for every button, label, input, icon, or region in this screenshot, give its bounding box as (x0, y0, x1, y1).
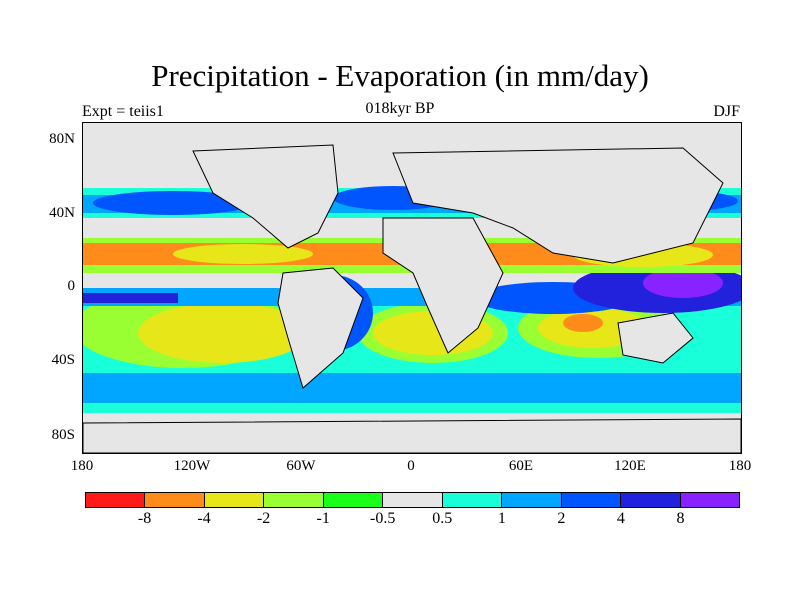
colorbar-label: -4 (197, 510, 211, 527)
colorbar-swatch (502, 493, 562, 507)
x-tick-60e: 60E (508, 458, 534, 474)
colorbar-label: -0.5 (370, 510, 396, 527)
colorbar-label: 0.5 (432, 510, 453, 527)
colorbar (85, 492, 740, 508)
colorbar-label: -2 (256, 510, 271, 527)
colorbar-swatch (86, 493, 146, 507)
map-plot (82, 122, 742, 454)
colorbar-label: 4 (616, 510, 625, 527)
y-tick-40n: 40N (49, 205, 75, 221)
colorbar-swatch (383, 493, 443, 507)
colorbar-label: 1 (497, 510, 506, 527)
colorbar-label: 8 (676, 510, 685, 527)
page-title: Precipitation - Evaporation (in mm/day) (151, 58, 649, 93)
x-tick-180e: 180 (728, 458, 752, 474)
x-tick-60w: 60W (286, 458, 316, 474)
colorbar-swatch (323, 493, 384, 507)
colorbar-label: -1 (316, 510, 330, 527)
colorbar-label: -8 (137, 510, 152, 527)
colorbar-swatch (561, 493, 622, 507)
x-tick-180w: 180 (70, 458, 94, 474)
map-field (83, 123, 741, 453)
x-tick-0: 0 (407, 458, 415, 474)
colorbar-label: 2 (557, 510, 566, 527)
y-tick-80s: 80S (51, 427, 75, 443)
y-tick-40s: 40S (51, 352, 75, 368)
colorbar-swatch (621, 493, 681, 507)
y-tick-80n: 80N (49, 131, 75, 147)
x-tick-120e: 120E (614, 458, 646, 474)
colorbar-swatch (442, 493, 503, 507)
experiment-label: Expt = teiis1 (82, 103, 164, 120)
x-tick-120w: 120W (173, 458, 211, 474)
period-label: 018kyr BP (365, 100, 435, 117)
season-label: DJF (713, 103, 740, 120)
colorbar-swatch (204, 493, 265, 507)
colorbar-swatch (264, 493, 324, 507)
colorbar-swatch (680, 493, 739, 507)
y-tick-0: 0 (67, 278, 76, 294)
colorbar-swatch (145, 493, 205, 507)
